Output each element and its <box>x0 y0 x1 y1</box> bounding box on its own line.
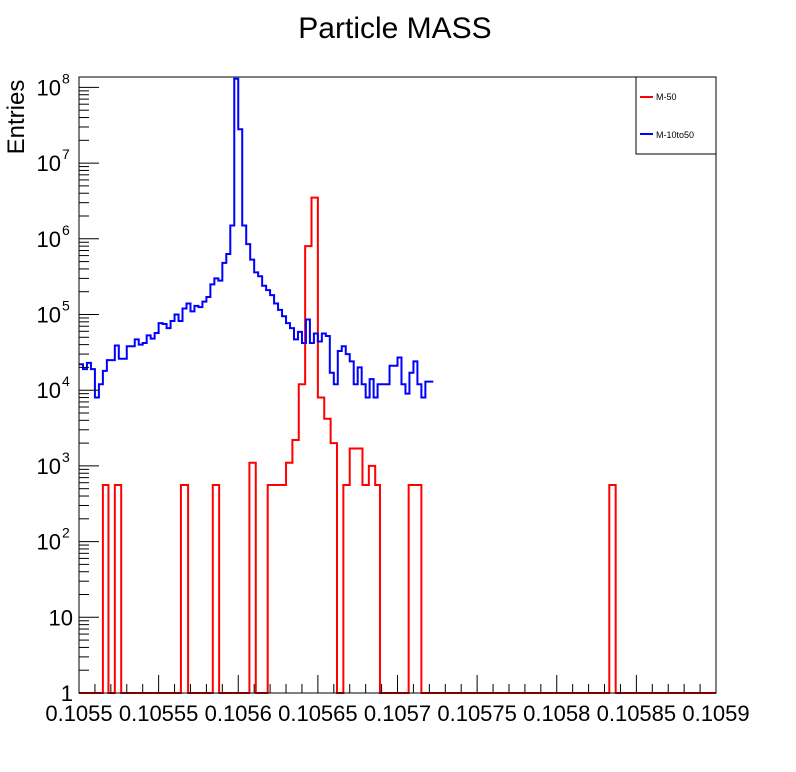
chart-title: Particle MASS <box>298 12 491 45</box>
y-tick-exponent: 8 <box>62 70 70 86</box>
y-tick-exponent: 6 <box>62 222 70 238</box>
series-m-50 <box>79 196 716 694</box>
y-tick-label: 10 <box>37 530 61 555</box>
x-tick-label: 0.1059 <box>682 701 749 726</box>
series-layer <box>79 77 716 694</box>
series-line <box>79 77 434 399</box>
legend-label-m-50: M-50 <box>656 92 677 102</box>
series-line <box>79 196 716 694</box>
x-tick-label: 0.1056 <box>205 701 272 726</box>
x-axis-ticks: 0.1055 0.10555 0.1056 0.10565 0.1057 0.10575 0… <box>45 675 750 726</box>
legend: M-50 M-10to50 <box>635 76 717 155</box>
y-tick-label: 10 <box>37 303 61 328</box>
x-tick-label: 0.1055 <box>45 701 112 726</box>
y-tick-label: 1 <box>61 681 73 706</box>
y-tick-label: 10 <box>49 605 73 630</box>
legend-box <box>635 76 717 155</box>
x-tick-label: 0.10585 <box>597 701 677 726</box>
y-tick-label: 10 <box>37 454 61 479</box>
legend-label-m-10to50: M-10to50 <box>656 130 694 140</box>
y-tick-exponent: 3 <box>62 449 70 465</box>
series-m-10to50 <box>79 77 434 399</box>
y-tick-exponent: 2 <box>62 525 70 541</box>
y-tick-label: 10 <box>37 227 61 252</box>
y-tick-exponent: 7 <box>62 146 70 162</box>
y-tick-exponent: 4 <box>62 373 70 389</box>
x-tick-label: 0.1057 <box>364 701 431 726</box>
y-tick-exponent: 5 <box>62 298 70 314</box>
y-tick-label: 10 <box>37 378 61 403</box>
x-tick-label: 0.10575 <box>437 701 517 726</box>
x-tick-label: 0.10565 <box>278 701 358 726</box>
y-tick-label: 10 <box>37 75 61 100</box>
y-tick-label: 10 <box>37 151 61 176</box>
x-tick-label: 0.10555 <box>119 701 199 726</box>
x-tick-label: 0.1058 <box>523 701 590 726</box>
y-axis-label: Entries <box>3 80 30 155</box>
